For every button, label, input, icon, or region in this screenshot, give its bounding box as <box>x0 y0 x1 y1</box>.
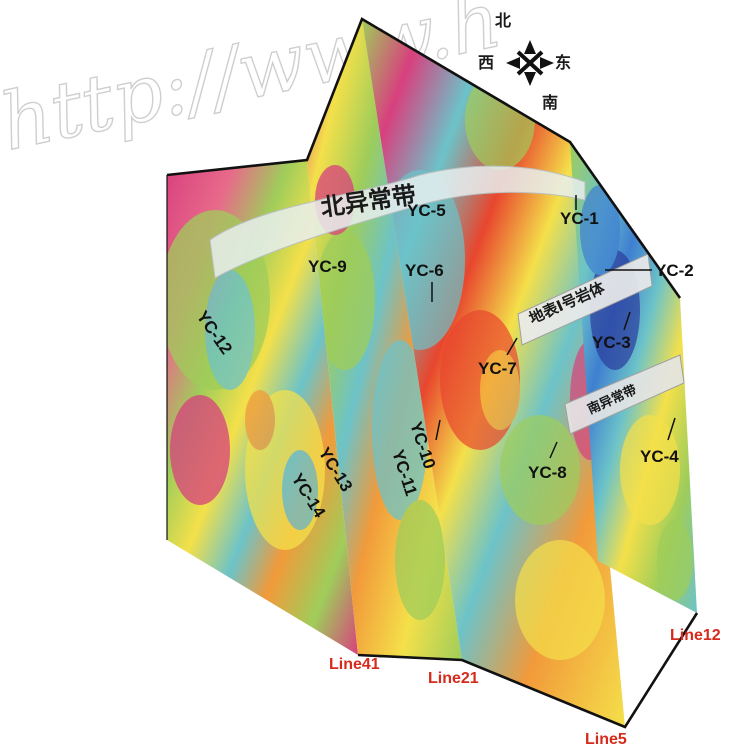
compass-south-label: 南 <box>542 93 558 112</box>
anomaly-label-yc8: YC-8 <box>528 463 567 482</box>
anomaly-label-yc1: YC-1 <box>560 209 599 228</box>
compass-east-label: 东 <box>555 53 571 72</box>
anomaly-label-yc4: YC-4 <box>640 447 679 466</box>
compass-rose: 北 南 东 西 <box>478 11 571 112</box>
line-label-line5: Line5 <box>585 731 627 748</box>
anomaly-label-yc2: YC-2 <box>655 261 694 280</box>
fence-frame <box>166 17 699 729</box>
band-south: 南异常带 <box>564 354 685 435</box>
section-panel-line21 <box>307 19 462 660</box>
anomaly-label-yc5: YC-5 <box>407 201 446 220</box>
compass-arrows-icon <box>506 40 554 86</box>
line-label-line21: Line21 <box>428 670 479 687</box>
line-label-line41: Line41 <box>329 656 380 673</box>
anomaly-label-yc9: YC-9 <box>308 257 347 276</box>
survey-line-labels: Line41 Line21 Line5 Line12 <box>329 627 721 748</box>
compass-north-label: 北 <box>495 11 511 30</box>
anomaly-label-yc3: YC-3 <box>592 333 631 352</box>
line-label-line12: Line12 <box>670 627 721 644</box>
anomaly-label-yc6: YC-6 <box>405 261 444 280</box>
compass-west-label: 西 <box>478 53 494 72</box>
anomaly-label-yc7: YC-7 <box>478 359 517 378</box>
